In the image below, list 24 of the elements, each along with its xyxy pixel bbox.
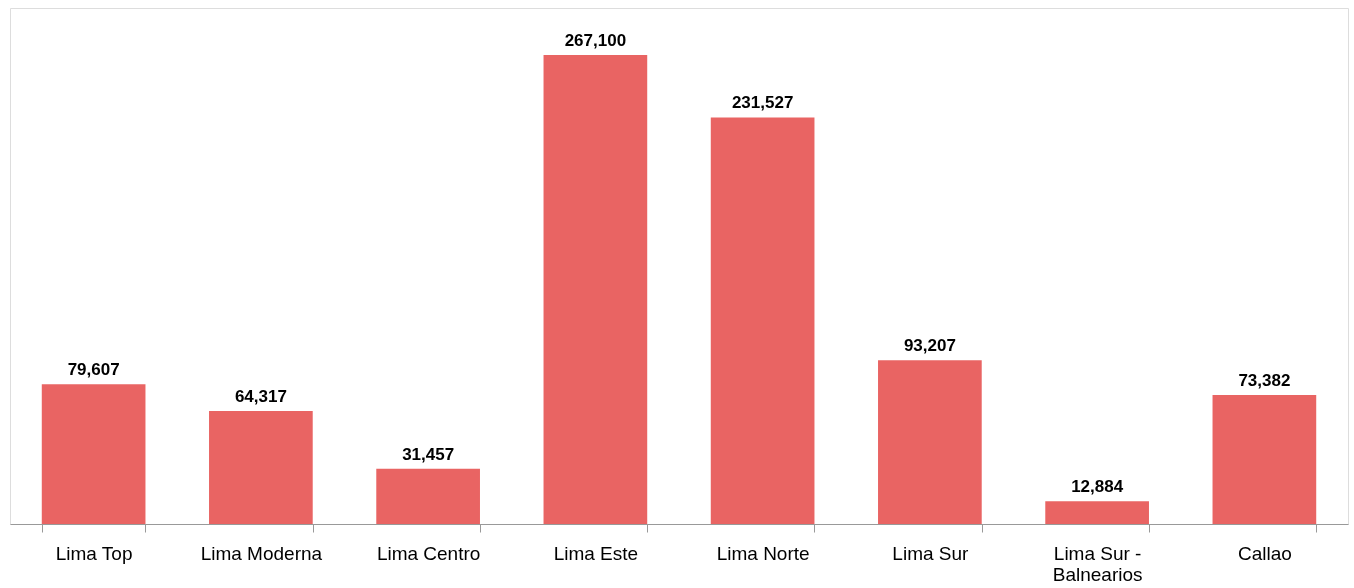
bar bbox=[209, 411, 313, 524]
data-label: 267,100 bbox=[564, 30, 627, 50]
x-tick-label: Lima Sur - Balnearios bbox=[1052, 542, 1143, 585]
bar bbox=[1045, 501, 1149, 524]
data-label: 93,207 bbox=[903, 336, 956, 356]
bar bbox=[878, 360, 982, 524]
data-label: 79,607 bbox=[67, 360, 120, 380]
x-tick-label: Lima Centro bbox=[376, 542, 481, 564]
bar bbox=[1212, 395, 1317, 524]
bar bbox=[710, 117, 815, 524]
bar bbox=[376, 468, 480, 524]
x-tick-label: Lima Norte bbox=[716, 542, 810, 564]
x-tick-label: Lima Sur bbox=[892, 542, 970, 564]
data-label: 12,884 bbox=[1071, 477, 1124, 497]
data-label: 31,457 bbox=[402, 444, 455, 464]
data-label: 73,382 bbox=[1238, 371, 1291, 391]
bar bbox=[543, 54, 648, 524]
x-tick-label: Lima Este bbox=[553, 542, 639, 564]
bar bbox=[41, 384, 146, 524]
x-tick-label: Lima Moderna bbox=[200, 542, 323, 564]
data-label: 231,527 bbox=[731, 93, 794, 113]
x-tick-label: Callao bbox=[1237, 542, 1292, 564]
data-label: 64,317 bbox=[234, 387, 287, 407]
x-tick-label: Lima Top bbox=[55, 542, 133, 564]
